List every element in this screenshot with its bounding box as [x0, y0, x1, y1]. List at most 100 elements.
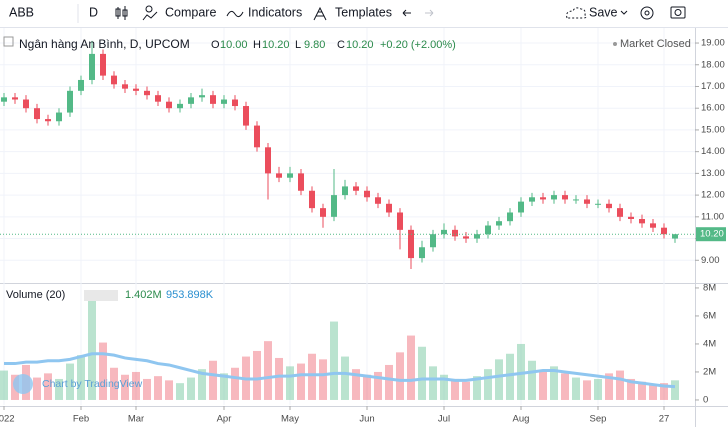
volume-bar	[99, 342, 107, 400]
volume-bar	[473, 376, 481, 400]
candle-body	[309, 190, 315, 209]
candle-body	[331, 195, 337, 217]
volume-bar	[253, 350, 261, 400]
candle-body	[287, 173, 293, 178]
candle-body	[375, 197, 381, 204]
volume-bar	[121, 374, 129, 400]
candle-body	[386, 203, 392, 213]
candle-body	[518, 201, 524, 213]
indicators-icon[interactable]	[226, 10, 244, 18]
candle-body	[111, 75, 117, 85]
volume-bar	[341, 356, 349, 400]
candle-body	[100, 53, 106, 76]
undo-icon[interactable]	[402, 9, 411, 17]
candle-body	[540, 197, 546, 200]
x-tick-label: Aug	[513, 414, 530, 425]
volume-last: 1.402M	[125, 289, 162, 301]
y-tick-label: 11.00	[701, 211, 724, 222]
ohlc-key: C	[337, 39, 345, 51]
volume-bar	[66, 363, 74, 400]
candle-body	[199, 95, 205, 98]
last-price-box	[696, 227, 726, 242]
candle-body	[573, 199, 579, 201]
last-price-label: 10.20	[700, 229, 724, 240]
candle-body	[485, 225, 491, 235]
save-button[interactable]: Save	[589, 5, 618, 19]
volume-bar	[583, 380, 591, 400]
candle-body	[298, 173, 304, 191]
candle-body	[661, 227, 667, 235]
candle-body	[463, 236, 469, 239]
candle-body	[78, 79, 84, 91]
save-dropdown[interactable]	[620, 10, 628, 15]
volume-bar	[143, 378, 151, 400]
candle-body	[67, 90, 73, 113]
marks	[0, 40, 695, 400]
redo-icon[interactable]	[425, 9, 434, 17]
y-tick-label: 16.00	[701, 103, 725, 114]
ohlc-value: 10.20	[262, 39, 290, 51]
volume-bar	[440, 374, 448, 400]
volume-bar	[0, 370, 8, 400]
candle-body	[551, 195, 557, 200]
candle-body	[408, 229, 414, 259]
candle-body	[177, 103, 183, 109]
ohlc-value: 10.20	[346, 39, 374, 51]
volume-ma-last: 953.898K	[166, 289, 214, 301]
volume-controls[interactable]	[84, 290, 118, 301]
x-tick-label: Mar	[128, 414, 144, 425]
x-tick-label: Jun	[359, 414, 374, 425]
volume-bar	[264, 341, 272, 400]
candle-body	[419, 247, 425, 259]
volume-bar	[495, 359, 503, 400]
volume-bar	[363, 374, 371, 400]
status-dot	[613, 42, 617, 46]
volume-y-tick-label: 0	[703, 394, 708, 405]
volume-bar	[462, 381, 470, 400]
compare-button[interactable]: Compare	[165, 5, 216, 19]
volume-bar	[594, 378, 602, 400]
volume-bar	[286, 366, 294, 400]
templates-button[interactable]: Templates	[335, 5, 392, 19]
chart-style-icon[interactable]	[115, 6, 128, 20]
candle-body	[320, 208, 326, 217]
cloud-icon[interactable]	[566, 7, 587, 19]
y-tick-label: 18.00	[701, 59, 725, 70]
volume-bar	[297, 363, 305, 400]
x-tick-label: Jul	[438, 414, 450, 425]
volume-bar	[616, 370, 624, 400]
snapshot-lens	[674, 9, 682, 16]
candle-body	[1, 97, 7, 102]
settings-icon-center	[644, 10, 650, 16]
volume-title: Volume (20)	[6, 289, 65, 301]
candle-body	[342, 186, 348, 196]
symbol-button[interactable]: ABB	[9, 5, 34, 19]
candle-body	[474, 234, 480, 239]
volume-bar	[209, 360, 217, 400]
ohlc-key: O	[211, 39, 220, 51]
candle-body	[210, 95, 216, 104]
templates-icon[interactable]	[313, 6, 327, 21]
change-label: +0.20 (+2.00%)	[380, 39, 456, 51]
candle-body	[507, 212, 513, 222]
candle-body	[606, 203, 612, 209]
candle-body	[12, 97, 18, 100]
volume-bar	[165, 380, 173, 400]
volume-bar	[407, 335, 415, 400]
candle-body	[265, 147, 271, 174]
volume-bar	[528, 360, 536, 400]
watermark-logo	[13, 374, 33, 394]
indicators-button[interactable]: Indicators	[248, 5, 302, 19]
collapse-icon[interactable]	[3, 36, 14, 47]
compare-icon[interactable]	[142, 5, 158, 21]
volume-bar	[660, 383, 668, 400]
candle-body	[232, 99, 238, 107]
settings-icon[interactable]	[640, 6, 654, 20]
grid	[0, 28, 699, 410]
candle-body	[452, 229, 458, 237]
volume-bar	[110, 367, 118, 400]
candle-body	[155, 95, 161, 102]
snapshot-icon[interactable]	[670, 6, 686, 19]
volume-y-tick-label: 2M	[703, 366, 716, 377]
interval-button[interactable]: D	[89, 5, 98, 19]
